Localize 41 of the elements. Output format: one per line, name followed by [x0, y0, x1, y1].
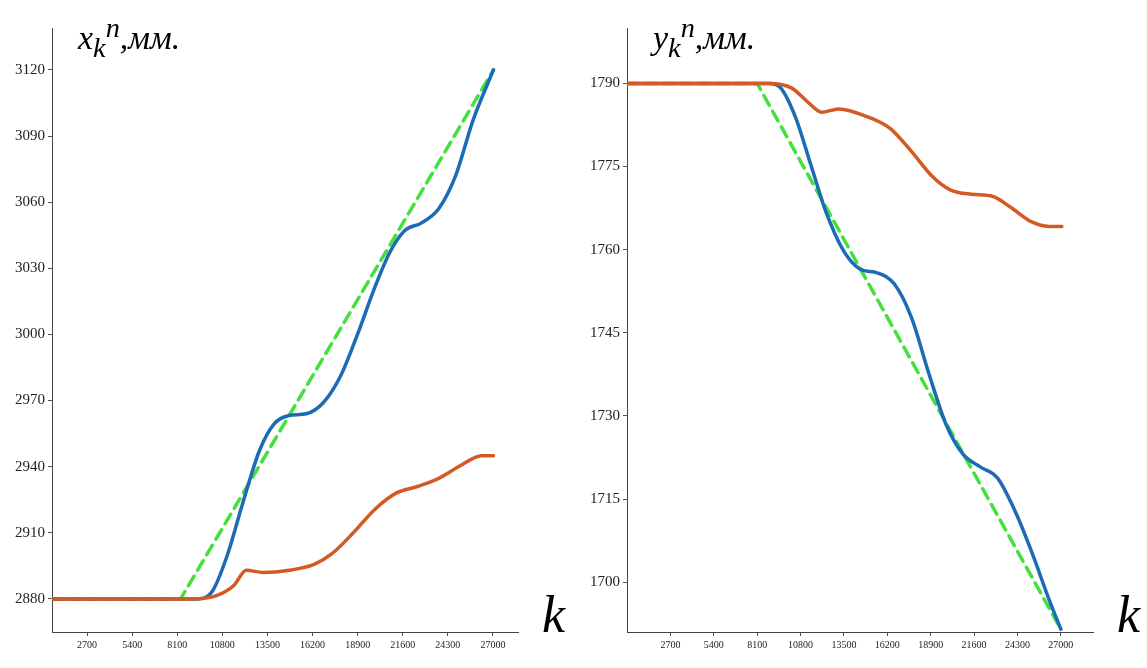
y-tick-label: 1775 — [590, 157, 620, 174]
y-tick-label: 3060 — [15, 193, 45, 210]
y-axis-title: x$_{k}$$^{n}$,мм. — [78, 11, 181, 66]
x-tick-label: 21600 — [390, 638, 416, 650]
y-tick-label: 1715 — [590, 489, 620, 506]
y-tick-label: 3030 — [15, 259, 45, 276]
x-tick-label: 27000 — [480, 638, 506, 650]
y-tick-label: 2970 — [15, 391, 45, 408]
y-tick-label: 1730 — [590, 406, 620, 423]
x-tick-label: 24300 — [435, 638, 461, 650]
y-tick-label: 3000 — [15, 325, 45, 342]
x-tick-label: 5400 — [122, 638, 143, 650]
line-series — [52, 453, 496, 601]
y-tick-label: 1760 — [590, 240, 620, 257]
y-tick-label: 3120 — [15, 60, 45, 77]
line-series — [627, 81, 1064, 229]
y-tick-label: 2880 — [15, 589, 45, 606]
x-axis-title: k — [1116, 585, 1140, 644]
x-tick-label: 18900 — [345, 638, 371, 650]
x-tick-label: 2700 — [660, 638, 681, 650]
x-tick-label: 13500 — [254, 638, 280, 650]
x-tick-label: 16200 — [874, 638, 900, 650]
x-tick-label: 27000 — [1048, 638, 1074, 650]
x-tick-label: 21600 — [961, 638, 987, 650]
y-tick-label: 1745 — [590, 323, 620, 340]
x-tick-label: 2700 — [77, 638, 98, 650]
x-tick-label: 8100 — [167, 638, 188, 650]
x-tick-label: 10800 — [788, 638, 814, 650]
x-tick-label: 8100 — [747, 638, 768, 650]
x-tick-label: 16200 — [300, 638, 326, 650]
x-tick-label: 5400 — [703, 638, 724, 650]
x-axis-title: k — [541, 585, 565, 644]
y-tick-label: 2940 — [15, 457, 45, 474]
x-tick-label: 10800 — [209, 638, 235, 650]
y-tick-label: 2910 — [15, 523, 45, 540]
x-tick-label: 18900 — [918, 638, 944, 650]
y-tick-label: 3090 — [15, 126, 45, 143]
y-tick-label: 1700 — [590, 573, 620, 590]
x-tick-label: 24300 — [1004, 638, 1030, 650]
y-tick-label: 1790 — [590, 74, 620, 91]
x-tick-label: 13500 — [831, 638, 857, 650]
